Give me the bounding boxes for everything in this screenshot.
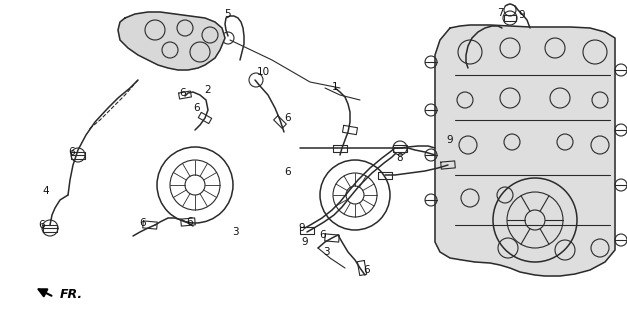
Text: 3: 3 <box>323 247 329 257</box>
Text: 6: 6 <box>39 220 45 230</box>
Text: 7: 7 <box>497 8 503 18</box>
Polygon shape <box>435 25 615 276</box>
Text: 2: 2 <box>204 85 211 95</box>
Text: 6: 6 <box>180 88 186 98</box>
Text: FR.: FR. <box>60 289 83 301</box>
Text: 6: 6 <box>194 103 200 113</box>
Text: 9: 9 <box>302 237 308 247</box>
Text: 5: 5 <box>224 9 231 19</box>
Text: 6: 6 <box>364 265 371 275</box>
Text: 6: 6 <box>69 147 75 157</box>
Text: 9: 9 <box>446 135 453 145</box>
Text: 6: 6 <box>187 217 193 227</box>
Text: 8: 8 <box>397 153 403 163</box>
Polygon shape <box>118 12 225 70</box>
Text: 3: 3 <box>232 227 238 237</box>
Text: 4: 4 <box>43 186 50 196</box>
Text: 6: 6 <box>320 230 326 240</box>
Text: 1: 1 <box>332 82 339 92</box>
Text: 6: 6 <box>285 113 292 123</box>
Text: 10: 10 <box>256 67 270 77</box>
Text: 6: 6 <box>285 167 292 177</box>
Text: 9: 9 <box>519 10 525 20</box>
Text: 9: 9 <box>298 223 305 233</box>
Text: 6: 6 <box>140 218 146 228</box>
